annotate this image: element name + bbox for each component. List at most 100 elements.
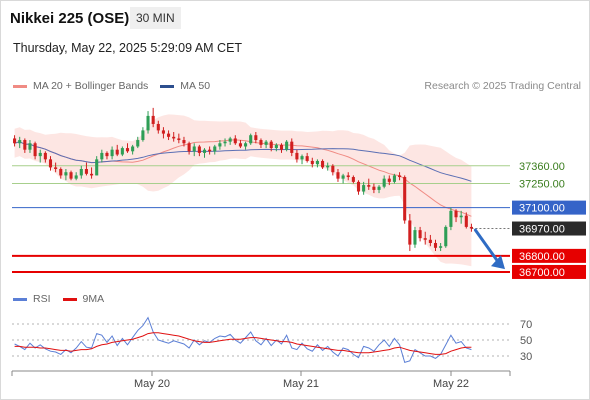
candle-body <box>33 143 37 157</box>
candle-body <box>300 156 304 160</box>
candle-body <box>290 141 294 153</box>
candle-body <box>351 177 355 182</box>
level-label-resistance: 37360.00 <box>519 161 565 173</box>
legend-label-9ma: 9MA <box>82 293 105 305</box>
candle-body <box>249 135 253 144</box>
candle-body <box>413 230 417 245</box>
candle-body <box>295 152 299 160</box>
time-axis-label: May 20 <box>134 378 170 390</box>
header-bar: Nikkei 225 (OSE) 30 MIN <box>0 0 590 36</box>
legend-item-9ma: 9MA <box>62 293 105 305</box>
candle-body <box>408 220 412 245</box>
candle-body <box>100 152 104 160</box>
level-badge-pivot <box>512 200 586 215</box>
candle-body <box>459 215 463 218</box>
candle-body <box>110 149 114 157</box>
candle-body <box>279 144 284 150</box>
candle-body <box>84 169 88 174</box>
level-badge-support <box>512 248 586 263</box>
candle-body <box>244 143 248 147</box>
candle-body <box>387 178 391 182</box>
candle-body <box>285 141 289 150</box>
candle-body <box>228 138 232 142</box>
candle-body <box>444 226 448 247</box>
candle-body <box>182 140 186 144</box>
level-label-pivot: 37100.00 <box>519 203 565 215</box>
candle-body <box>259 140 263 145</box>
candle-body <box>115 149 119 155</box>
legend-swatch-ma20 <box>13 84 27 88</box>
candle-body <box>120 148 124 155</box>
candle-body <box>69 172 73 179</box>
legend-swatch-ma50 <box>160 84 175 88</box>
candle-body <box>326 165 330 168</box>
candle-body <box>197 146 201 153</box>
candle-body <box>264 141 268 145</box>
ma50-line <box>14 141 472 182</box>
candle-body <box>346 175 350 178</box>
candle-body <box>423 238 427 240</box>
candle-body <box>131 146 135 152</box>
candle-body <box>213 146 217 152</box>
candle-body <box>433 243 438 248</box>
candle-body <box>382 178 386 187</box>
candle-body <box>172 136 176 139</box>
candle-body <box>141 130 145 141</box>
candle-body <box>254 135 258 141</box>
candle-body <box>274 144 278 149</box>
forecast-arrowhead <box>491 255 505 270</box>
candle-body <box>54 167 58 169</box>
candle-body <box>428 239 432 243</box>
timeframe-badge[interactable]: 30 MIN <box>130 7 181 29</box>
legend-label-ma20: MA 20 + Bollinger Bands <box>33 80 149 92</box>
candle-body <box>13 138 17 144</box>
level-label-last: 36970.00 <box>519 224 565 236</box>
level-label-support: 36800.00 <box>519 251 565 263</box>
candle-body <box>18 140 22 144</box>
candle-body <box>305 156 309 161</box>
time-axis-label: May 22 <box>433 378 469 390</box>
instrument-title: Nikkei 225 (OSE) <box>10 10 130 27</box>
candle-body <box>79 169 83 176</box>
legend-item-ma50: MA 50 <box>160 80 210 92</box>
candle-body <box>392 175 396 182</box>
candle-body <box>331 165 335 173</box>
candle-body <box>336 172 340 179</box>
candle-body <box>23 140 27 150</box>
bollinger-band <box>14 114 472 267</box>
candle-body <box>218 143 222 147</box>
candle-body <box>377 186 381 190</box>
candle-body <box>208 149 212 152</box>
candle-body <box>105 152 109 157</box>
time-axis-label: May 21 <box>283 378 319 390</box>
candle-body <box>38 152 42 157</box>
candle-body <box>43 152 47 160</box>
candle-body <box>202 149 207 153</box>
level-badge-support <box>512 264 586 279</box>
candle-body <box>439 246 443 248</box>
level-badge-last <box>512 221 586 236</box>
legend-label-rsi: RSI <box>33 293 51 305</box>
candle-body <box>321 160 325 168</box>
timestamp: Thursday, May 22, 2025 5:29:09 AM CET <box>13 41 243 55</box>
candle-body <box>28 143 32 150</box>
legend-item-rsi: RSI <box>13 293 51 305</box>
candle-body <box>398 175 402 178</box>
candle-body <box>356 181 361 192</box>
candle-body <box>372 186 376 190</box>
candle-body <box>161 130 165 134</box>
candle-body <box>146 115 150 131</box>
candle-body <box>187 143 191 152</box>
candle-body <box>233 138 237 144</box>
candle-body <box>464 215 468 227</box>
candle-body <box>95 159 99 176</box>
research-credit: Research © 2025 Trading Central <box>424 80 581 92</box>
candle-body <box>177 138 181 141</box>
candle-body <box>269 141 273 149</box>
candle-body <box>238 143 242 147</box>
candle-body <box>64 172 68 176</box>
legend-swatch-rsi <box>13 297 27 301</box>
rsi-9ma-line <box>14 332 472 355</box>
candle-body <box>315 160 319 165</box>
